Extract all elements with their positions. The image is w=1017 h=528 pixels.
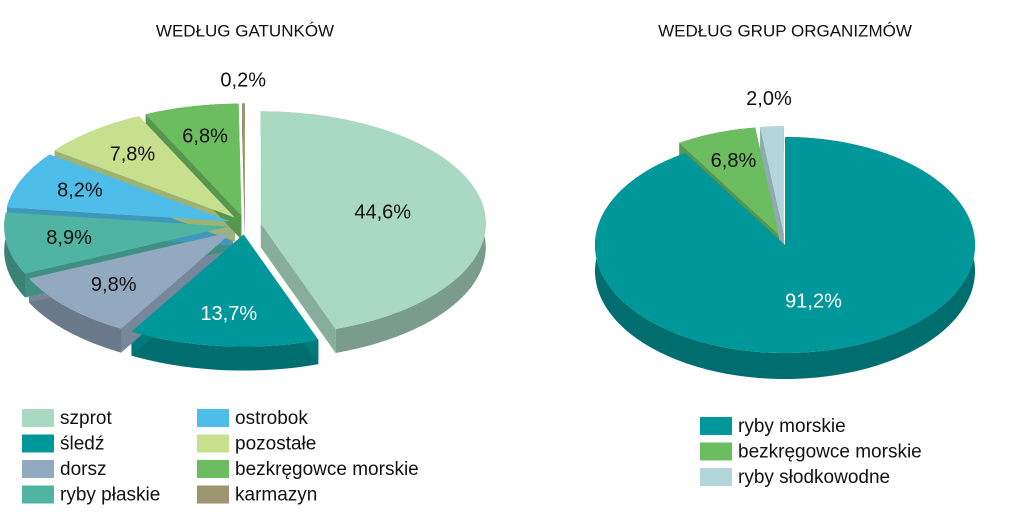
- slice: [131, 234, 319, 347]
- legend-label: szprot: [60, 408, 112, 429]
- data-label: 9,8%: [91, 274, 137, 296]
- legend-swatch: [197, 409, 229, 427]
- legend-label: ryby płaskie: [60, 485, 160, 506]
- slice: [679, 127, 780, 235]
- legend-label: pozostałe: [235, 434, 316, 455]
- legend-swatch: [197, 434, 229, 453]
- slice: [29, 231, 234, 329]
- legend-label: dorsz: [60, 459, 106, 480]
- data-label: 13,7%: [200, 303, 257, 325]
- slice: [595, 137, 975, 353]
- legend-swatch: [22, 409, 54, 427]
- slice: [6, 154, 231, 222]
- slice-edge: [260, 223, 336, 353]
- legend-swatch: [700, 468, 732, 486]
- data-label: 8,2%: [57, 180, 103, 202]
- chart-title: WEDŁUG GRUP ORGANIZMÓW: [658, 21, 912, 40]
- data-label: 44,6%: [354, 201, 411, 223]
- slice: [54, 116, 235, 218]
- legend-swatch: [22, 434, 54, 453]
- data-label: 0,2%: [220, 69, 266, 91]
- slice: [260, 111, 486, 329]
- legend-swatch: [22, 485, 54, 504]
- data-label: 8,9%: [46, 227, 92, 249]
- slice-side: [131, 234, 319, 371]
- data-label: 6,8%: [711, 150, 757, 172]
- slice: [760, 126, 784, 235]
- legend-swatch: [700, 417, 732, 435]
- slice-edge: [760, 127, 784, 261]
- data-label: 91,2%: [785, 290, 842, 312]
- slice: [242, 103, 245, 216]
- slice: [145, 103, 242, 216]
- legend-swatch: [22, 460, 54, 478]
- legend-swatch: [197, 485, 229, 504]
- legend-swatch: [197, 460, 229, 478]
- slice-side: [29, 231, 234, 353]
- legend-swatch: [700, 442, 732, 461]
- legend-label: ryby morskie: [738, 416, 846, 437]
- slice-edge: [242, 103, 245, 240]
- legend-label: śledź: [60, 434, 104, 455]
- legend-label: bezkręgowce morskie: [738, 442, 922, 463]
- legend-label: ostrobok: [235, 408, 308, 429]
- legend-label: bezkręgowce morskie: [235, 459, 419, 480]
- legend-label: karmazyn: [235, 485, 317, 506]
- slice: [4, 212, 230, 274]
- data-label: 2,0%: [746, 88, 792, 110]
- chart-title: WEDŁUG GATUNKÓW: [156, 21, 334, 40]
- data-label: 6,8%: [182, 125, 228, 147]
- legend-label: ryby słodkowodne: [738, 467, 890, 488]
- data-label: 7,8%: [110, 143, 156, 165]
